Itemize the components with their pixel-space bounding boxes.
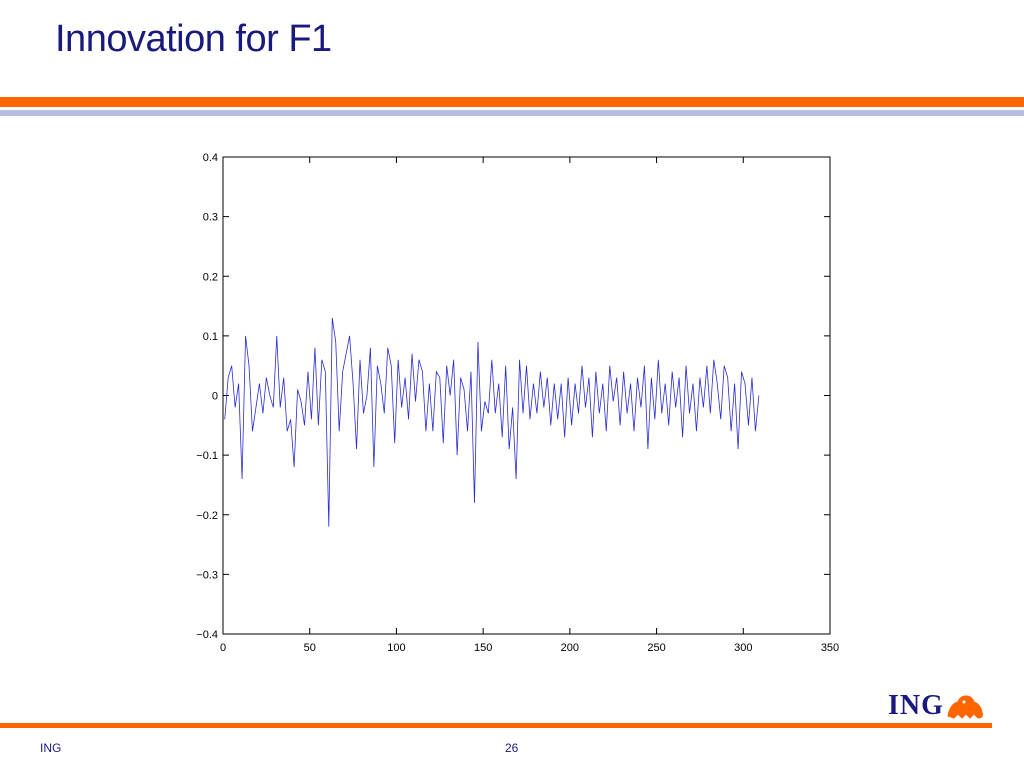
y-tick-label: −0.2 (196, 510, 218, 522)
y-tick-label: 0.2 (203, 271, 218, 283)
ing-logo: ING (888, 690, 986, 722)
page-number: 26 (505, 741, 519, 755)
footer-company: ING (40, 741, 62, 755)
y-tick-label: 0.1 (203, 331, 218, 343)
slide-title: Innovation for F1 (55, 18, 332, 60)
plot-frame (222, 156, 831, 635)
x-tick-label: 150 (474, 642, 492, 654)
logo-text: ING (888, 690, 944, 721)
header-orange-rule (0, 97, 1024, 107)
axis-tick-labels: 0 50 100 150 200 250 300 350 0.4 0.3 0.2 0.1 0 −0.1 −0… (196, 152, 839, 654)
x-tick-label: 50 (304, 642, 316, 654)
footer-orange-rule (0, 723, 992, 728)
x-tick-label: 200 (561, 642, 579, 654)
header-blue-rule (0, 110, 1024, 116)
y-tick-label: −0.3 (196, 569, 218, 581)
y-tick-label: −0.1 (196, 450, 218, 462)
x-tick-label: 300 (734, 642, 752, 654)
x-tick-label: 100 (387, 642, 405, 654)
y-tick-label: 0.3 (203, 212, 218, 224)
axis-ticks (222, 156, 831, 635)
x-tick-label: 0 (220, 642, 226, 654)
x-tick-label: 350 (821, 642, 839, 654)
y-tick-label: 0 (212, 391, 218, 403)
series-line (224, 317, 760, 527)
y-tick-label: 0.4 (203, 152, 218, 164)
line-chart: 0 50 100 150 200 250 300 350 0.4 0.3 0.2 0.1 0 −0.1 −0… (196, 152, 839, 654)
x-tick-label: 250 (647, 642, 665, 654)
y-tick-label: −0.4 (196, 629, 218, 641)
lion-icon (947, 695, 983, 719)
